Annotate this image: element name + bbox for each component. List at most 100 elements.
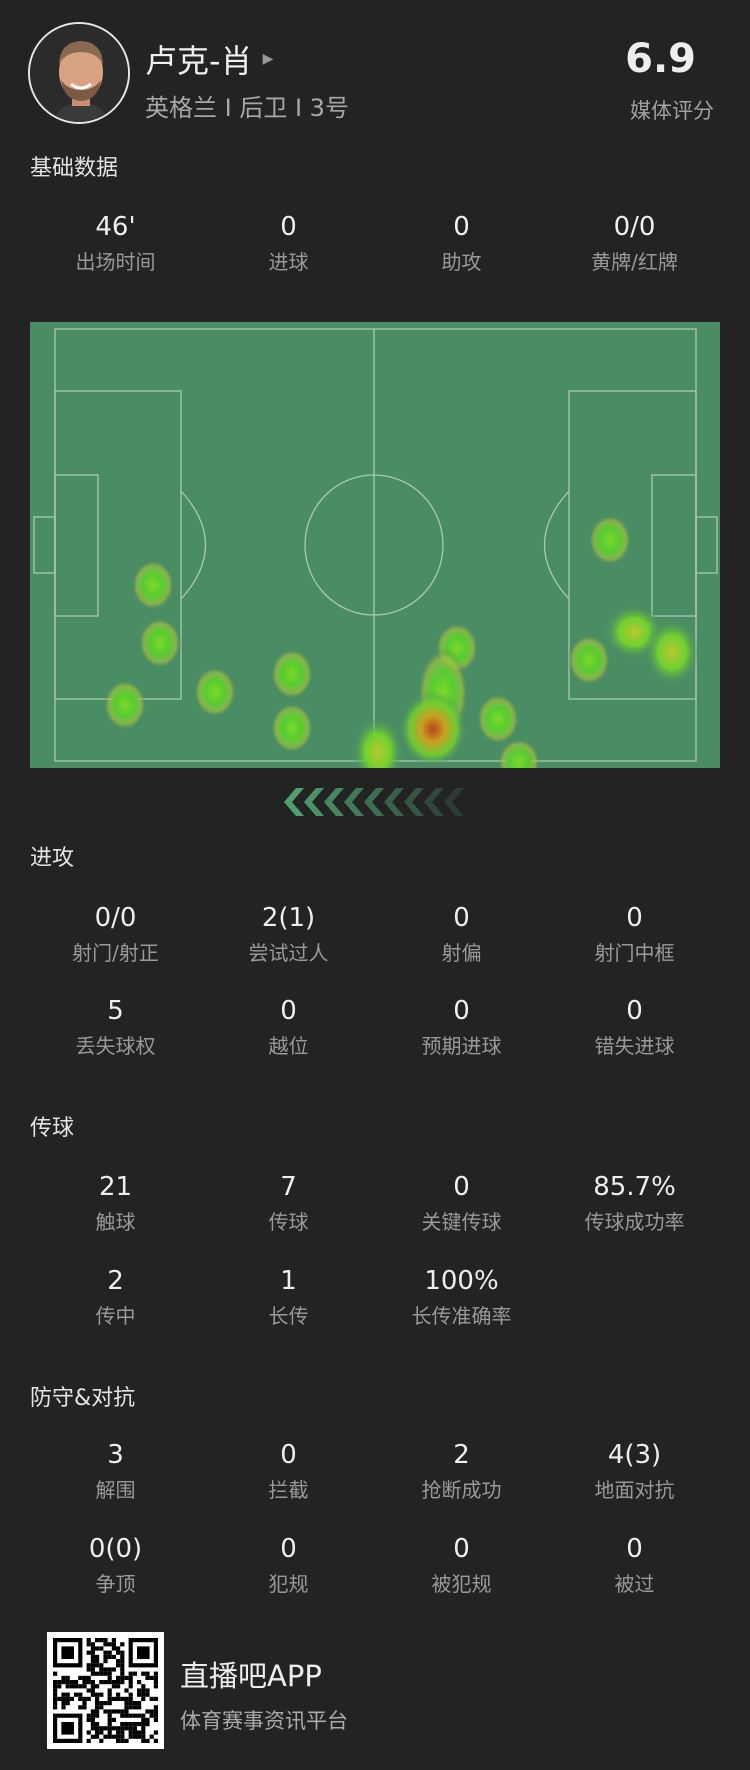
player-name: 卢克-肖 [145, 42, 253, 80]
stat-value: 100% [424, 1266, 499, 1296]
heat-spot [103, 679, 147, 731]
stat-item: 0 助攻 [375, 210, 548, 275]
section-title: 传球 [30, 1116, 75, 1141]
stat-value: 0 [453, 903, 470, 933]
stat-item: 0 射偏 [375, 901, 548, 966]
stat-item: 5 丢失球权 [29, 994, 202, 1059]
heat-spot [567, 634, 611, 686]
stat-label: 进球 [268, 250, 309, 274]
stat-label: 传球成功率 [584, 1210, 685, 1234]
heat-spot [131, 559, 175, 611]
stat-item: 0 进球 [202, 210, 375, 275]
stat-value: 21 [98, 1172, 133, 1202]
heat-spot [588, 514, 632, 566]
stat-label: 尝试过人 [248, 941, 329, 965]
stat-item: 4(3) 地面对抗 [548, 1438, 721, 1503]
stat-item: 0 拦截 [202, 1438, 375, 1503]
stat-value: 0 [626, 903, 643, 933]
stat-item: 2(1) 尝试过人 [202, 901, 375, 966]
chevron-left-icon [444, 788, 464, 816]
stat-label: 被犯规 [431, 1572, 492, 1596]
stats-row: 46' 出场时间 0 进球 0 助攻 0/0 黄牌/红牌 [29, 210, 721, 275]
stat-item: 0 射门中框 [548, 901, 721, 966]
stat-label: 射偏 [441, 941, 482, 965]
chevron-left-icon [384, 788, 404, 816]
stat-value: 2 [107, 1266, 124, 1296]
stat-item: 0 错失进球 [548, 994, 721, 1059]
stat-label: 触球 [95, 1210, 136, 1234]
chevron-left-icon [424, 788, 444, 816]
stat-item: 85.7% 传球成功率 [548, 1170, 721, 1235]
stat-item: 0/0 射门/射正 [29, 901, 202, 966]
stat-value: 0 [453, 996, 470, 1026]
heat-spot [644, 618, 700, 686]
media-rating: 6.9 [625, 36, 696, 82]
heat-spot [138, 617, 182, 669]
media-rating-label: 媒体评分 [630, 99, 714, 123]
stat-value: 0 [453, 1534, 470, 1564]
stat-label: 传球 [268, 1210, 309, 1234]
heat-spot [476, 693, 520, 745]
stat-value: 5 [107, 996, 124, 1026]
stat-value: 0 [626, 1534, 643, 1564]
caret-right-icon: ▶ [262, 51, 274, 67]
stat-item: 0 关键传球 [375, 1170, 548, 1235]
stat-label: 出场时间 [75, 250, 156, 274]
heat-spot [352, 716, 404, 768]
player-info: 英格兰 I 后卫 I 3号 [145, 94, 349, 122]
stats-row: 0(0) 争顶 0 犯规 0 被犯规 0 被过 [29, 1532, 721, 1597]
stat-value: 0/0 [613, 212, 656, 242]
stat-label: 长传准确率 [411, 1304, 512, 1328]
stat-label: 拦截 [268, 1478, 309, 1502]
stat-label: 犯规 [268, 1572, 309, 1596]
stat-label: 地面对抗 [594, 1478, 675, 1502]
stat-value: 1 [280, 1266, 297, 1296]
qr-code-icon [47, 1632, 164, 1749]
stat-label: 助攻 [441, 250, 482, 274]
stat-label: 射门/射正 [72, 941, 159, 965]
stat-value: 7 [280, 1172, 297, 1202]
chevron-left-icon [324, 788, 344, 816]
stat-value: 0 [280, 212, 297, 242]
stat-label: 被过 [614, 1572, 655, 1596]
stats-row: 0/0 射门/射正 2(1) 尝试过人 0 射偏 0 射门中框 [29, 901, 721, 966]
stat-label: 解围 [95, 1478, 136, 1502]
chevron-left-icon [364, 788, 384, 816]
stat-item: 0(0) 争顶 [29, 1532, 202, 1597]
stat-label: 关键传球 [421, 1210, 502, 1234]
stat-value: 0 [280, 1440, 297, 1470]
player-avatar[interactable] [28, 22, 130, 124]
stat-value: 46' [95, 212, 136, 242]
stat-value: 2(1) [261, 903, 316, 933]
chevron-left-icon [304, 788, 324, 816]
stat-label: 长传 [268, 1304, 309, 1328]
stat-item: 2 抢断成功 [375, 1438, 548, 1503]
stat-value: 0/0 [94, 903, 137, 933]
player-photo-icon [30, 24, 128, 122]
app-tagline: 体育赛事资讯平台 [180, 1709, 348, 1733]
section-title: 防守&对抗 [30, 1386, 136, 1411]
stat-item: 7 传球 [202, 1170, 375, 1235]
chevron-left-icon [344, 788, 364, 816]
stat-item: 0 越位 [202, 994, 375, 1059]
stat-label: 传中 [95, 1304, 136, 1328]
pitch-lines [33, 328, 718, 762]
stat-value: 4(3) [607, 1440, 662, 1470]
section-title: 进攻 [30, 846, 75, 871]
stats-row: 5 丢失球权 0 越位 0 预期进球 0 错失进球 [29, 994, 721, 1059]
stat-item: 100% 长传准确率 [375, 1264, 548, 1329]
heat-spot [399, 691, 467, 767]
stat-value: 0 [280, 1534, 297, 1564]
stat-item: 0 被过 [548, 1532, 721, 1597]
heat-spot [270, 648, 314, 700]
section-title: 基础数据 [30, 156, 119, 181]
stat-label: 预期进球 [421, 1034, 502, 1058]
stat-item: 21 触球 [29, 1170, 202, 1235]
player-name-link[interactable]: 卢克-肖 ▶ [145, 36, 273, 82]
stat-item: 0 犯规 [202, 1532, 375, 1597]
attack-direction-indicator [284, 788, 464, 816]
stats-row: 21 触球 7 传球 0 关键传球 85.7% 传球成功率 [29, 1170, 721, 1235]
stats-row: 3 解围 0 拦截 2 抢断成功 4(3) 地面对抗 [29, 1438, 721, 1503]
stat-item: 0 被犯规 [375, 1532, 548, 1597]
heatmap-pitch [30, 322, 720, 768]
